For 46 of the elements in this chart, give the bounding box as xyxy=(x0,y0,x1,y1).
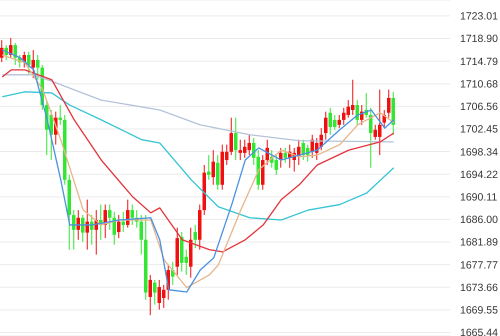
candlestick xyxy=(27,51,30,76)
candlestick xyxy=(76,210,80,240)
y-tick-label: 1710.68 xyxy=(460,78,498,90)
candlestick xyxy=(284,147,287,164)
candlestick xyxy=(86,199,89,250)
y-tick-label: 1673.66 xyxy=(460,282,498,294)
candlestick xyxy=(36,54,40,80)
y-tick-label: 1706.56 xyxy=(460,101,498,114)
candlestick xyxy=(90,214,94,246)
y-tick-label: 1698.34 xyxy=(460,146,498,158)
candlestick xyxy=(212,150,215,186)
y-tick-label: 1681.89 xyxy=(460,236,498,249)
candlestick xyxy=(207,154,210,180)
line-series xyxy=(2,91,394,221)
candlestick xyxy=(122,211,125,233)
candlestick xyxy=(153,279,156,306)
candlestick xyxy=(140,214,143,256)
line-series xyxy=(2,69,394,253)
candlestick xyxy=(81,214,84,242)
y-tick-label: 1665.44 xyxy=(460,327,498,336)
candlestick xyxy=(216,154,220,190)
y-tick-label: 1714.79 xyxy=(460,56,498,68)
candlestick xyxy=(108,204,112,230)
candlestick xyxy=(324,111,328,140)
candlestick xyxy=(338,114,341,129)
y-tick-label: 1702.45 xyxy=(460,124,498,136)
y-tick-label: 1723.01 xyxy=(460,10,498,23)
y-tick-label: 1718.90 xyxy=(460,33,498,46)
candlestick xyxy=(32,50,35,79)
candlestick xyxy=(387,89,390,118)
y-tick-label: 1694.22 xyxy=(460,168,498,181)
candlestick xyxy=(58,104,62,126)
line-series xyxy=(2,74,394,143)
candlestick xyxy=(117,214,120,239)
y-tick-label: 1686.00 xyxy=(460,214,498,226)
candlestick xyxy=(369,107,372,168)
candlestick xyxy=(234,117,238,161)
y-tick-label: 1690.11 xyxy=(460,192,498,204)
y-tick-label: 1677.77 xyxy=(460,259,498,272)
candlestick xyxy=(356,100,359,126)
candlestick xyxy=(230,117,233,156)
y-tick-label: 1669.55 xyxy=(460,304,498,317)
candlestick xyxy=(194,224,197,249)
candlestick xyxy=(130,204,134,226)
candlestick xyxy=(148,274,152,316)
candlestick xyxy=(72,210,76,250)
